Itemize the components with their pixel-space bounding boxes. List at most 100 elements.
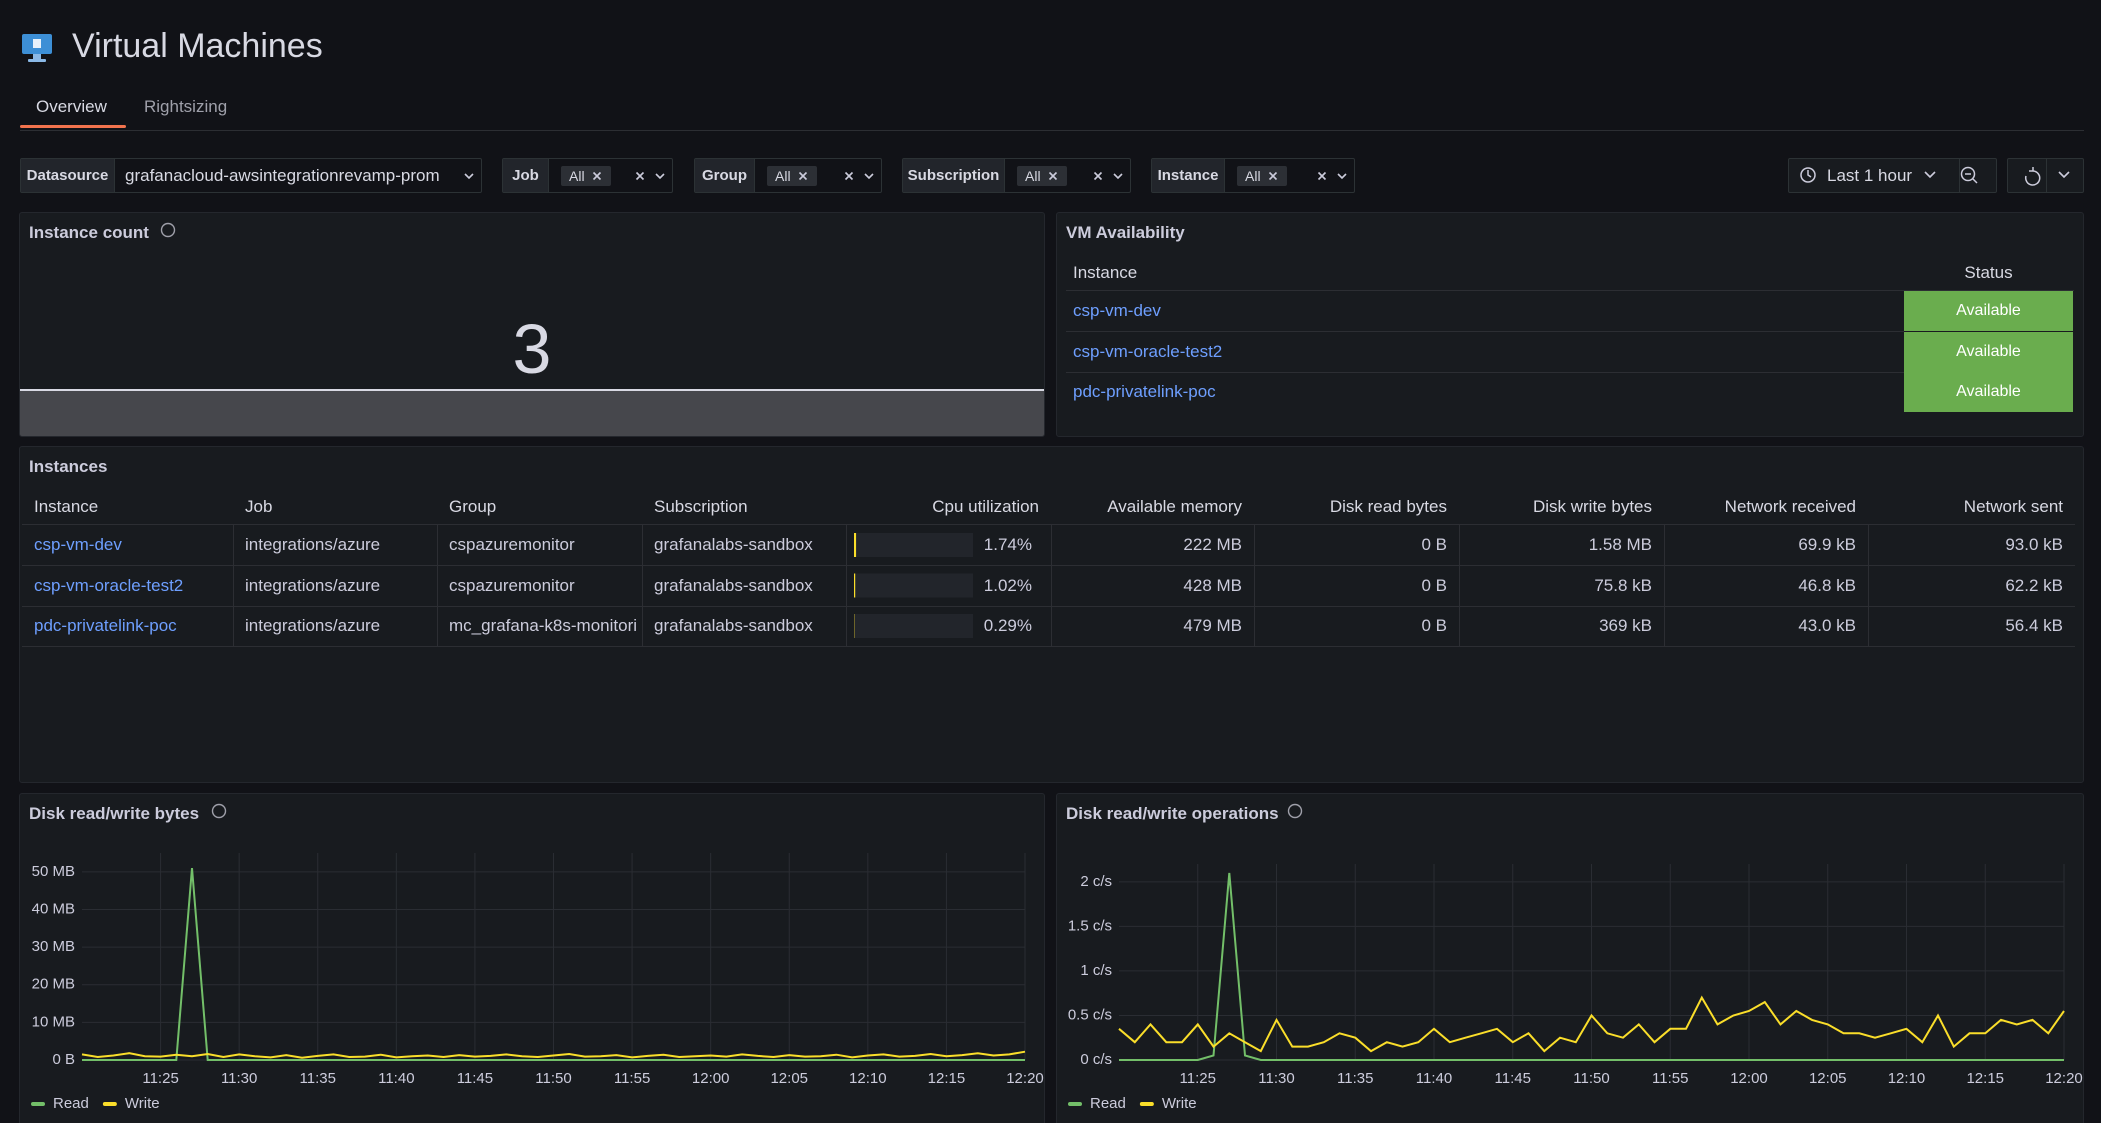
column-header: Disk write bytes	[1532, 497, 1652, 516]
column-separator	[1051, 606, 1052, 646]
chevron-icon[interactable]	[1336, 170, 1348, 182]
column-separator	[233, 565, 234, 606]
icon-cube	[33, 39, 41, 48]
column-separator	[1254, 606, 1255, 646]
table-cell: cspazuremonitor	[449, 535, 575, 554]
table-cell: 46.8 kB	[1798, 575, 1856, 595]
remove-icon-path	[1268, 171, 1277, 181]
chevron-icon[interactable]	[863, 170, 875, 182]
column-header: Status	[1964, 263, 2013, 282]
column-separator	[1051, 565, 1052, 606]
separator	[2046, 159, 2047, 192]
row-separator	[22, 605, 2075, 607]
filter[interactable]: Datasource grafanacloud-awsintegrationrev…	[20, 158, 482, 193]
column-separator	[437, 565, 438, 606]
clear-icon[interactable]	[634, 170, 646, 182]
filter[interactable]: Job All	[502, 158, 673, 193]
row-separator	[1066, 331, 1904, 332]
column-header: Disk read bytes	[1329, 497, 1447, 516]
instance-link[interactable]: csp-vm-dev	[34, 535, 122, 554]
remove-icon[interactable]	[1267, 170, 1279, 182]
icon-stand	[33, 54, 41, 59]
chart-panel: Disk read/write bytes	[19, 793, 1045, 1123]
panel-title: Instance count	[29, 223, 149, 242]
time-picker[interactable]: Last 1 hour	[1788, 158, 1997, 193]
filter-label: Group	[695, 159, 755, 192]
status-cell: Available	[1904, 331, 2073, 372]
table-cell: 43.0 kB	[1798, 616, 1856, 635]
table-cell: 75.8 kB	[1594, 575, 1652, 595]
tab[interactable]: Overview	[36, 97, 107, 116]
column-separator	[233, 525, 234, 565]
instance-link[interactable]: csp-vm-oracle-test2	[1073, 341, 1223, 361]
clear-icon[interactable]	[1316, 170, 1328, 182]
stat-panel: Instance count 3	[19, 212, 1045, 437]
filter-chip[interactable]: All	[1237, 166, 1287, 186]
table-cell: 428 MB	[1183, 575, 1242, 595]
column-separator	[846, 525, 847, 565]
column-separator	[1664, 606, 1665, 646]
chevron-icon[interactable]	[654, 170, 666, 182]
column-header: Available memory	[1107, 497, 1242, 516]
column-separator	[642, 606, 643, 646]
table-cell: grafanalabs-sandbox	[654, 535, 813, 554]
clear-icon-path	[635, 171, 645, 181]
filter-label: Instance	[1152, 159, 1225, 192]
column-separator	[1459, 606, 1460, 646]
table-cell: integrations/azure	[245, 575, 381, 595]
column-header: Cpu utilization	[932, 497, 1039, 516]
filter[interactable]: Subscription All	[902, 158, 1131, 193]
clear-icon[interactable]	[843, 170, 855, 182]
filter[interactable]: Group All	[694, 158, 882, 193]
remove-icon[interactable]	[591, 170, 603, 182]
column-separator	[1254, 525, 1255, 565]
refresh-button[interactable]	[2007, 158, 2084, 193]
column-separator	[437, 606, 438, 646]
remove-icon[interactable]	[1047, 170, 1059, 182]
table-cell: grafanalabs-sandbox	[654, 575, 813, 595]
column-header: Instance	[34, 497, 99, 516]
filter-chip[interactable]: All	[767, 166, 817, 186]
clear-icon-path	[1317, 171, 1327, 181]
cpu-value: 0.29%	[983, 616, 1032, 635]
chevron-icon-path	[1337, 173, 1347, 180]
instance-link[interactable]: csp-vm-oracle-test2	[34, 575, 184, 595]
filter-value[interactable]: grafanacloud-awsintegrationrevamp-prom	[125, 166, 440, 185]
page-title: Virtual Machines	[72, 27, 323, 65]
cpu-value: 1.02%	[983, 575, 1032, 595]
table-cell: 69.9 kB	[1798, 535, 1856, 554]
remove-icon[interactable]	[797, 170, 809, 182]
table-cell: 0 B	[1421, 535, 1447, 554]
chevron-icon-path	[464, 173, 474, 180]
table-cell: grafanalabs-sandbox	[654, 616, 813, 635]
tab-divider	[20, 130, 2084, 131]
remove-icon-path	[592, 171, 601, 181]
filter-chip[interactable]: All	[561, 166, 611, 186]
row-separator	[1066, 371, 1904, 373]
column-separator	[1459, 525, 1460, 565]
chevron-icon[interactable]	[463, 170, 475, 182]
tab[interactable]: Rightsizing	[144, 97, 228, 116]
clear-icon-path	[844, 171, 854, 181]
panel-title: VM Availability	[1066, 223, 1185, 242]
column-separator	[846, 565, 847, 606]
icon-base	[28, 59, 46, 62]
table-cell: mc_grafana-k8s-monitori	[449, 616, 638, 635]
instance-link[interactable]: csp-vm-dev	[1073, 301, 1161, 320]
column-separator	[1051, 525, 1052, 565]
column-separator	[1664, 565, 1665, 606]
table-cell: 56.4 kB	[2005, 616, 2063, 635]
instance-link[interactable]: pdc-privatelink-poc	[1073, 382, 1216, 401]
table-cell: 222 MB	[1183, 535, 1242, 554]
column-separator	[233, 606, 234, 646]
remove-icon-path	[1048, 171, 1057, 181]
column-header: Subscription	[654, 497, 748, 516]
chevron-icon[interactable]	[1112, 170, 1124, 182]
filter[interactable]: Instance All	[1151, 158, 1355, 193]
clear-icon[interactable]	[1092, 170, 1104, 182]
column-header: Job	[245, 497, 273, 516]
filter-chip[interactable]: All	[1017, 166, 1067, 186]
instance-link[interactable]: pdc-privatelink-poc	[34, 616, 177, 635]
sparkline	[20, 389, 1044, 436]
